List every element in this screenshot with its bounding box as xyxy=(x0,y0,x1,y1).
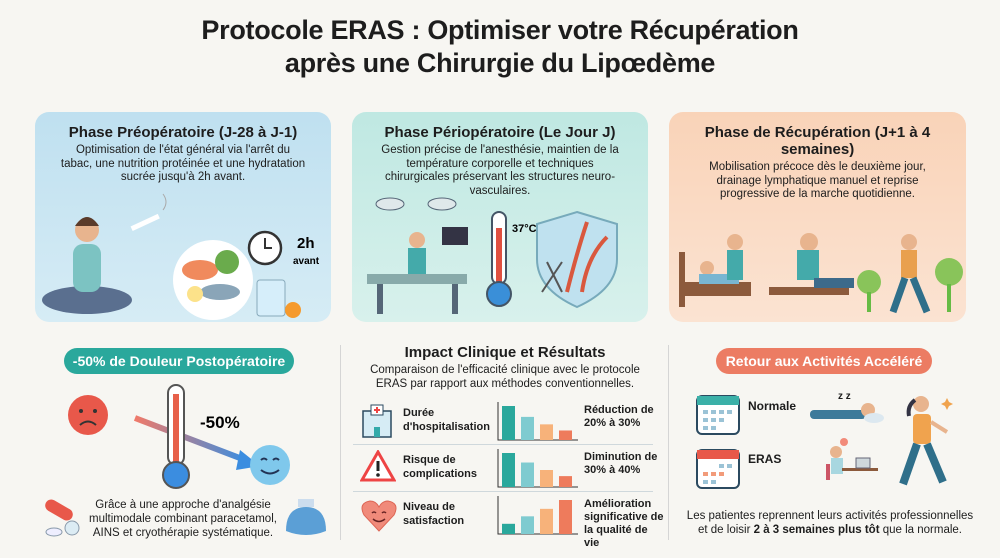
text-part: Les patientes reprennent leurs activités… xyxy=(686,510,974,522)
phase-title: Phase Préopératoire (J-28 à J-1) xyxy=(68,124,298,141)
phase-text: Optimisation de l'état général via l'arr… xyxy=(60,144,306,183)
impact-bar xyxy=(540,424,553,440)
thermometer-icon xyxy=(162,384,190,489)
impact-row-label: Niveau de satisfaction xyxy=(403,501,465,527)
trees-icon xyxy=(857,258,963,312)
happy-face-icon xyxy=(250,445,290,485)
text-highlight: 2 à 3 semaines plus tôt xyxy=(753,524,880,536)
phase-perioperatoire-card: Phase Périopératoire (Le Jour J) Gestion… xyxy=(352,112,648,322)
sleeping-person-icon xyxy=(810,403,884,423)
phase-title: Phase Périopératoire (Le Jour J) xyxy=(384,124,616,141)
impact-bar xyxy=(540,508,553,534)
meditating-woman-icon xyxy=(42,217,132,314)
walking-woman-icon xyxy=(899,396,953,486)
phase-text: Mobilisation précoce dès le deuxième jou… xyxy=(709,161,926,200)
activities-pill: Retour aux Activités Accéléré xyxy=(716,348,932,374)
impact-bar xyxy=(502,453,515,487)
phase-text: Gestion précise de l'anesthésie, maintie… xyxy=(381,144,619,197)
phase-title: Phase de Récupération (J+1 à 4 semaines) xyxy=(704,124,931,158)
impact-bar xyxy=(502,523,515,534)
title-line-2: après une Chirurgie du Lipœdème xyxy=(284,48,716,78)
normal-label: Normale xyxy=(748,399,797,413)
impact-bar xyxy=(540,470,553,487)
impact-title: Impact Clinique et Résultats xyxy=(404,344,606,361)
pain-pill: -50% de Douleur Postopératoire xyxy=(64,348,294,374)
phase-preoperatoire-card: Phase Préopératoire (J-28 à J-1) Optimis… xyxy=(35,112,331,322)
preop-illustration: 2h avant xyxy=(42,193,320,320)
impact-row-label: Durée d'hospitalisation xyxy=(403,407,490,433)
sleep-z-label: z z xyxy=(838,391,851,402)
heart-smile-icon xyxy=(361,500,397,532)
thermometer-icon xyxy=(486,211,512,307)
bed-patient-icon xyxy=(679,234,751,307)
activities-text: Les patientes reprennent leurs activités… xyxy=(670,509,990,537)
walking-woman-icon xyxy=(889,234,931,314)
impact-bar xyxy=(559,500,572,534)
badge-value: 2h xyxy=(297,235,315,252)
impact-bar xyxy=(521,516,534,534)
text-part: que la normale. xyxy=(879,524,962,536)
calendar-eras-icon xyxy=(696,449,740,489)
cigarette-icon xyxy=(130,193,167,232)
text-part: et de loisir xyxy=(698,524,754,536)
temperature-label: 37°C xyxy=(512,223,537,235)
impact-subtitle: Comparaison de l'efficacité clinique ave… xyxy=(370,364,640,390)
impact-bar-chart xyxy=(497,449,578,488)
title-line-1: Protocole ERAS : Optimiser votre Récupér… xyxy=(201,15,799,45)
divider xyxy=(668,345,669,540)
decrease-arrow xyxy=(133,415,247,463)
impact-row-label: Risque de complications xyxy=(403,454,477,480)
row-divider xyxy=(353,444,653,445)
plate-food-icon xyxy=(173,240,253,320)
impact-row-result: Réduction de 20% à 30% xyxy=(584,404,654,429)
impact-bar xyxy=(502,406,515,440)
water-glass-icon xyxy=(256,279,301,318)
pain-text: Grâce à une approche d'analgésie multimo… xyxy=(89,499,277,539)
badge-label: avant xyxy=(293,256,320,267)
impact-bar-chart xyxy=(497,496,578,535)
page-title: Protocole ERAS : Optimiser votre Récupér… xyxy=(0,14,1000,80)
ice-pack-icon xyxy=(286,499,326,535)
sad-face-icon xyxy=(68,395,108,435)
impact-bar xyxy=(521,462,534,487)
calendar-normal-icon xyxy=(696,395,740,435)
impact-bar xyxy=(521,416,534,440)
clock-icon xyxy=(247,230,283,266)
hospital-icon xyxy=(362,404,392,438)
impact-row-result: Diminution de 30% à 40% xyxy=(584,451,658,476)
row-divider xyxy=(353,491,653,492)
massage-therapist-icon xyxy=(769,233,854,295)
divider xyxy=(340,345,341,540)
pills-icon xyxy=(45,499,80,537)
periop-illustration: 37°C xyxy=(367,197,618,314)
impact-bar-chart xyxy=(497,402,578,441)
shield-vessels-icon xyxy=(536,210,618,309)
pain-illustration: -50% xyxy=(68,384,290,489)
operating-room-icon xyxy=(367,197,468,314)
recovery-illustration xyxy=(679,233,963,314)
working-laptop-icon xyxy=(826,438,878,480)
impact-bar xyxy=(559,430,572,440)
eras-label: ERAS xyxy=(748,452,782,466)
phase-recuperation-card: Phase de Récupération (J+1 à 4 semaines)… xyxy=(669,112,966,322)
impact-bar xyxy=(559,476,572,487)
impact-row-result: Amélioration significative de la qualité… xyxy=(584,498,664,549)
warning-icon xyxy=(360,450,396,482)
pain-value: -50% xyxy=(200,413,240,432)
